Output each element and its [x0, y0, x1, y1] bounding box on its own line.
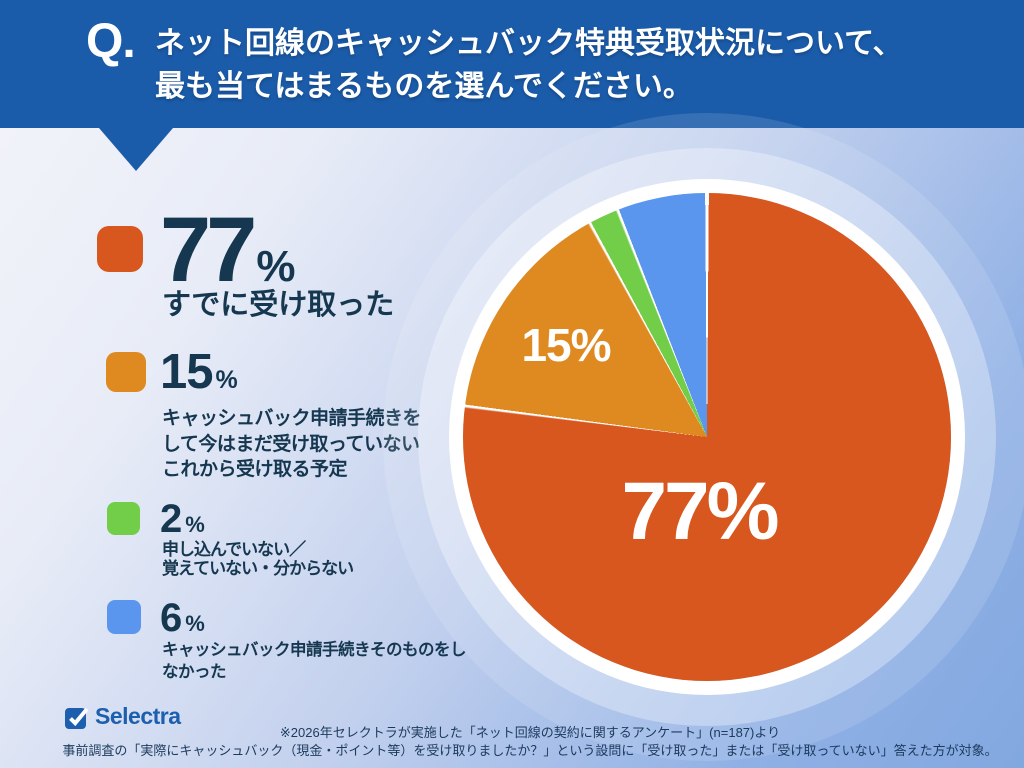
- legend-label-received: すでに受け取った: [162, 289, 395, 321]
- question-title-line1: ネット回線のキャッシュバック特典受取状況について、: [155, 27, 903, 60]
- legend-swatch-received: [97, 226, 143, 272]
- pie-slice-label-77: 77%: [621, 466, 779, 557]
- pie-slice-label-15: 15%: [521, 319, 611, 371]
- percent-unit: %: [256, 242, 296, 291]
- pie-chart: 77% 15%: [463, 193, 951, 681]
- question-header: Q. ネット回線のキャッシュバック特典受取状況について、 最も当てはまるものを選…: [0, 0, 1024, 128]
- survey-note: ※2026年セレクトラが実施した「ネット回線の契約に関するアンケート」(n=18…: [36, 724, 1024, 760]
- legend-label-no-procedure: キャッシュバック申請手続きそのものをし なかった: [162, 641, 467, 681]
- selectra-logo-check-icon: [65, 707, 89, 729]
- question-title-line2: 最も当てはまるものを選んでください。: [155, 70, 693, 103]
- legend-swatch-not-applied: [107, 502, 140, 535]
- selectra-logo-text: Selectra: [95, 703, 181, 729]
- survey-note-line2: 事前調査の「実際にキャッシュバック（現金・ポイント等）を受け取りましたか？」とい…: [62, 743, 998, 758]
- speech-bubble-tail-icon: [99, 128, 173, 171]
- legend-swatch-no-procedure: [107, 600, 141, 634]
- percent-unit: %: [185, 512, 205, 537]
- legend-label-pending: キャッシュバック申請手続きを して今はまだ受け取っていない これから受け取る予定: [162, 408, 422, 480]
- question-mark-label: Q.: [86, 15, 136, 68]
- legend-value-no-procedure: 6%: [160, 596, 205, 640]
- percent-unit: %: [185, 611, 205, 636]
- legend-value-pending: 15%: [160, 345, 238, 399]
- legend-value-not-applied: 2%: [160, 497, 205, 541]
- percent-unit: %: [215, 366, 238, 394]
- question-title: ネット回線のキャッシュバック特典受取状況について、 最も当てはまるものを選んでく…: [155, 22, 903, 108]
- legend-swatch-pending: [106, 352, 146, 392]
- survey-note-line1: ※2026年セレクトラが実施した「ネット回線の契約に関するアンケート」(n=18…: [279, 725, 781, 740]
- legend-label-not-applied: 申し込んでいない／ 覚えていない・分からない: [162, 540, 354, 578]
- legend-value-received: 77%: [160, 199, 296, 301]
- selectra-logo: Selectra: [64, 703, 181, 730]
